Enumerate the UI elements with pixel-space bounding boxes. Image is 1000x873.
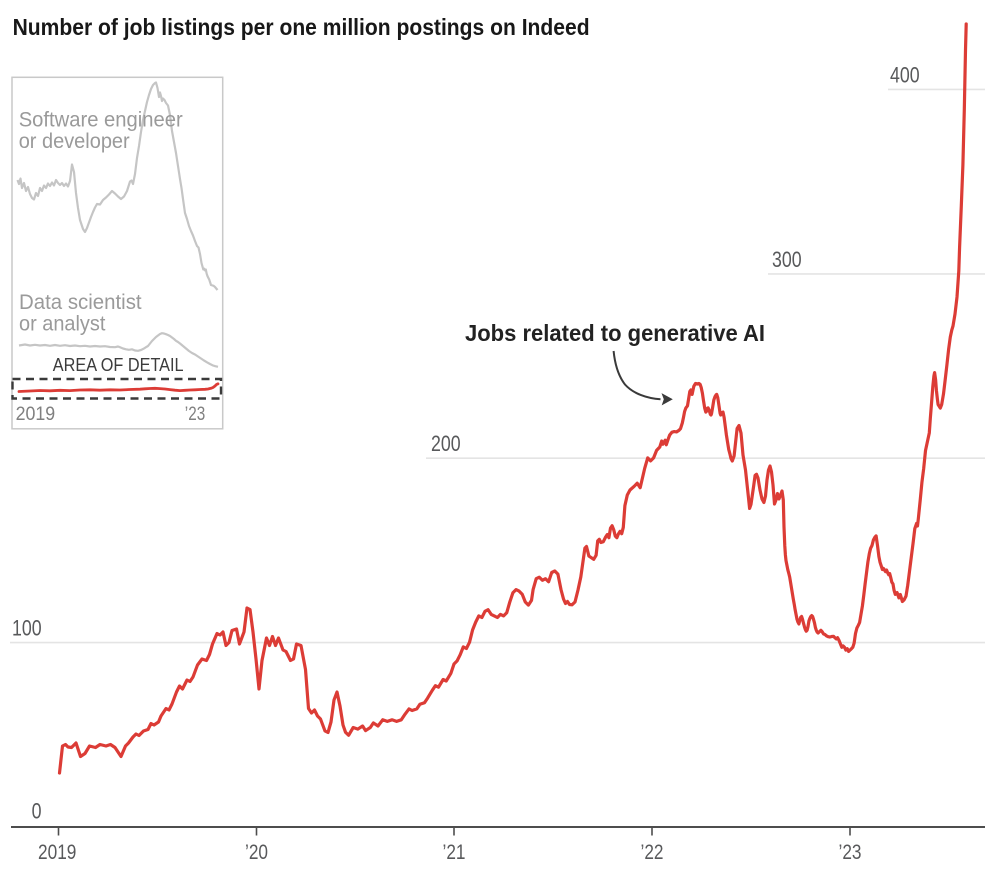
svg-text:300: 300 [772,247,802,272]
svg-text:2019: 2019 [16,403,56,425]
svg-text:AREA OF DETAIL: AREA OF DETAIL [53,355,184,375]
svg-text:’20: ’20 [245,840,268,864]
svg-text:or developer: or developer [19,129,130,153]
svg-text:Data scientist: Data scientist [19,290,142,314]
svg-text:Jobs related to generative AI: Jobs related to generative AI [465,320,765,346]
svg-text:0: 0 [32,798,42,823]
svg-text:2019: 2019 [38,840,76,864]
svg-text:400: 400 [890,62,920,87]
svg-text:Number of job listings per one: Number of job listings per one million p… [13,14,590,40]
svg-text:200: 200 [431,431,461,456]
svg-text:or analyst: or analyst [19,311,105,335]
svg-text:100: 100 [12,616,42,641]
svg-text:’22: ’22 [641,840,664,864]
svg-text:Software engineer: Software engineer [19,107,183,131]
svg-text:’23: ’23 [839,840,862,864]
svg-text:’23: ’23 [185,403,205,425]
svg-text:’21: ’21 [443,840,466,864]
